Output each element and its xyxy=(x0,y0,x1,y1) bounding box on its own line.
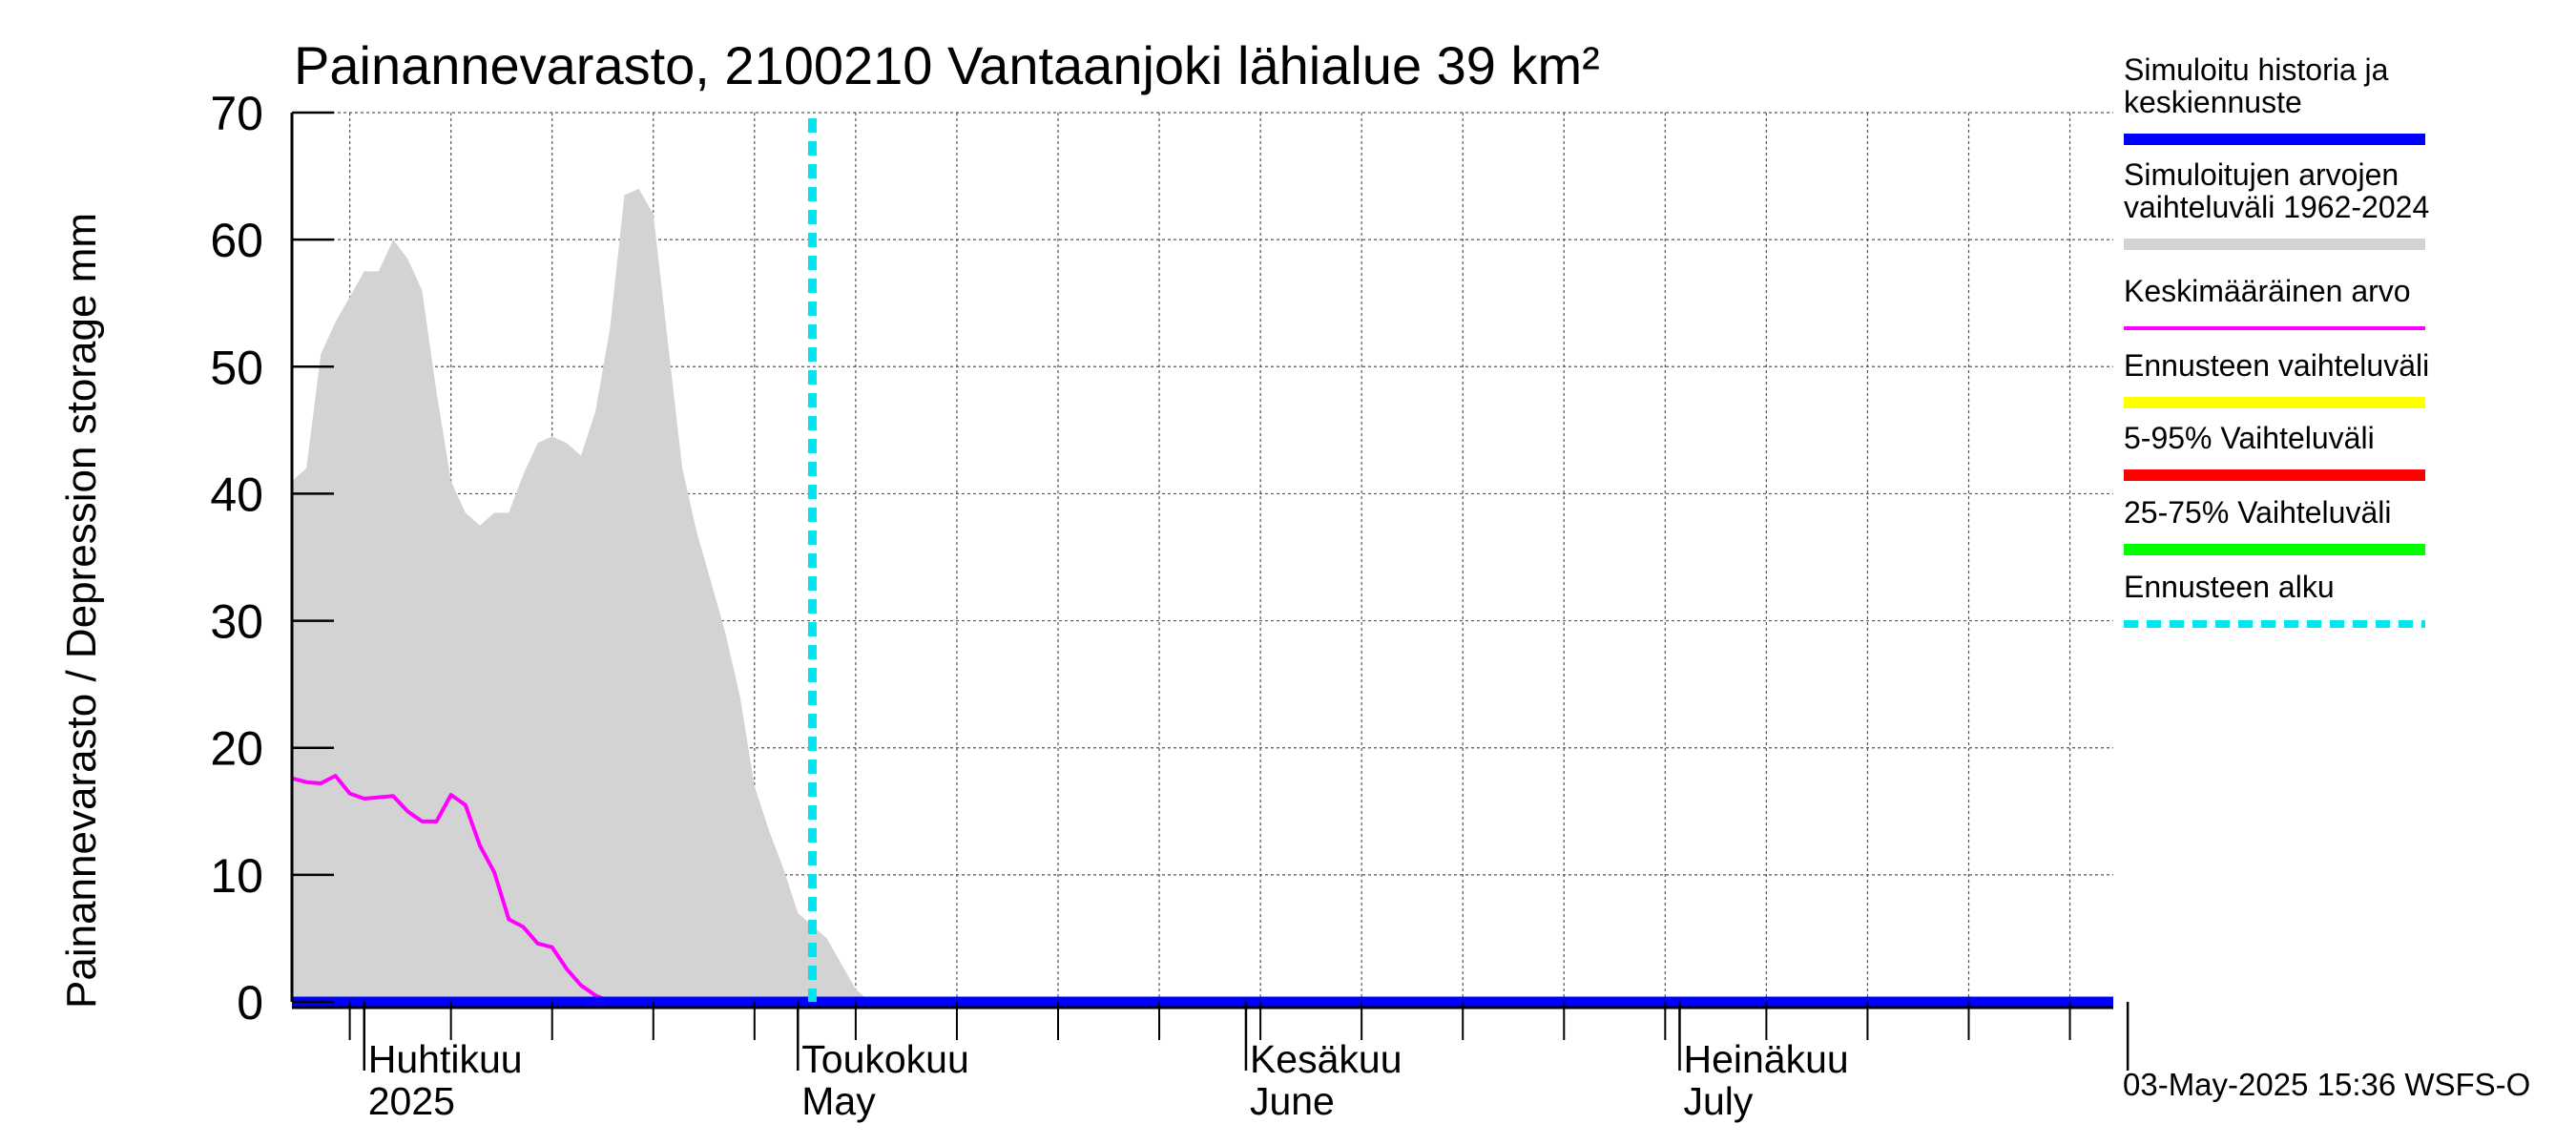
y-tick-label: 50 xyxy=(210,341,263,394)
legend-label: 25-75% Vaihteluväli xyxy=(2124,495,2391,530)
y-tick-label: 40 xyxy=(210,468,263,521)
legend-label: Ennusteen alku xyxy=(2124,570,2335,604)
month-label-fi: Huhtikuu xyxy=(368,1037,523,1081)
legend-label: Simuloitujen arvojen xyxy=(2124,157,2399,192)
y-axis: 0 10 20 30 40 50 60 70 xyxy=(210,87,334,1030)
y-tick-label: 30 xyxy=(210,595,263,649)
mean-value-line xyxy=(291,774,2113,1004)
month-label-fi: Kesäkuu xyxy=(1250,1037,1402,1081)
month-label-en: June xyxy=(1250,1079,1335,1123)
y-axis-label: Painannevarasto / Depression storage mm xyxy=(58,213,105,1009)
grid xyxy=(292,112,2113,1003)
month-label-fi: Heinäkuu xyxy=(1683,1037,1848,1081)
range-band-area xyxy=(292,188,2113,1002)
y-tick-label: 20 xyxy=(210,722,263,776)
legend-label: vaihteluväli 1962-2024 xyxy=(2124,190,2429,224)
legend-label: 5-95% Vaihteluväli xyxy=(2124,421,2375,455)
y-tick-label: 70 xyxy=(210,87,263,140)
legend-label: Ennusteen vaihteluväli xyxy=(2124,348,2429,383)
legend-label: Keskimääräinen arvo xyxy=(2124,274,2411,308)
y-tick-label: 0 xyxy=(237,976,263,1030)
month-label-en: 2025 xyxy=(368,1079,455,1123)
month-label-en: July xyxy=(1683,1079,1753,1123)
month-label-en: May xyxy=(801,1079,876,1123)
chart-title: Painannevarasto, 2100210 Vantaanjoki läh… xyxy=(294,35,1600,95)
month-label-fi: Toukokuu xyxy=(801,1037,969,1081)
y-tick-label: 10 xyxy=(210,849,263,903)
footer-timestamp: 03-May-2025 15:36 WSFS-O xyxy=(2123,1067,2530,1102)
plot-area xyxy=(291,118,2113,1008)
y-tick-label: 60 xyxy=(210,214,263,267)
legend-label: keskiennuste xyxy=(2124,85,2302,119)
legend-label: Simuloitu historia ja xyxy=(2124,52,2389,87)
